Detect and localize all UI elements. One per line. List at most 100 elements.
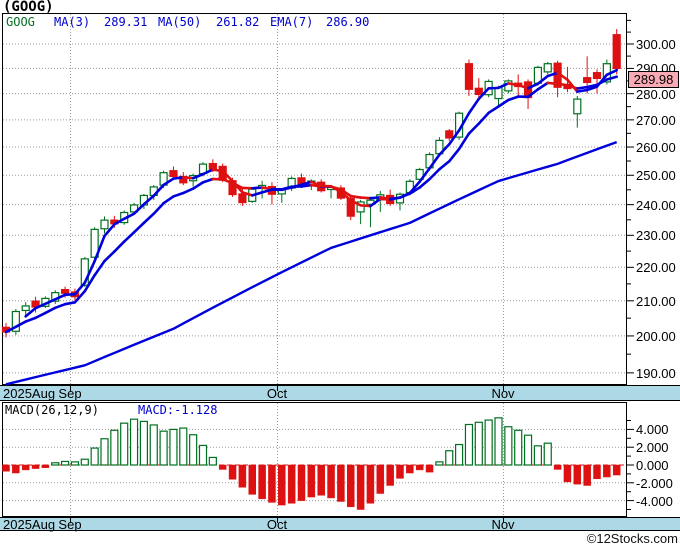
ema7-line: [250, 186, 264, 190]
ema7-line: [556, 82, 569, 87]
ema7-line: [24, 316, 37, 323]
ma3-line: [241, 191, 254, 197]
macd-bar-negative: [21, 464, 30, 471]
ema7-line: [447, 147, 461, 163]
ema7-line: [467, 122, 481, 135]
price-axis-label: 270.00: [636, 112, 676, 128]
ema7-line: [142, 212, 156, 225]
candle-down: [60, 288, 70, 294]
ma3-line: [122, 212, 136, 221]
macd-bar-positive: [504, 426, 513, 466]
macd-bar-negative: [278, 464, 286, 506]
ema7-line: [191, 181, 205, 190]
ema7-line: [162, 195, 175, 205]
ma3-line: [34, 302, 47, 310]
ema7-line: [457, 132, 471, 151]
ma3-line: [398, 191, 412, 199]
ma3-line: [142, 194, 156, 206]
ma3-line: [457, 111, 471, 132]
macd-bar-positive: [494, 417, 503, 466]
ma3-line: [526, 82, 540, 90]
ema7-line: [221, 178, 234, 185]
ema7-line: [201, 177, 215, 184]
price-axis-label: 220.00: [636, 260, 676, 276]
macd-bar-positive: [189, 434, 198, 466]
price-axis-label: 230.00: [636, 228, 676, 244]
ema7-line: [93, 259, 106, 277]
ma3-line: [447, 129, 461, 146]
ema7-line: [339, 188, 353, 198]
ema7-line: [34, 311, 47, 320]
macd-bar-negative: [337, 464, 345, 502]
ma3-line: [595, 73, 609, 88]
candle-up: [415, 168, 424, 180]
macd-bar-negative: [425, 464, 434, 473]
macd-bar-negative: [218, 464, 227, 470]
ma3-line: [290, 183, 303, 189]
macd-bar-negative: [31, 464, 40, 469]
legend-ma3-value: 289.31: [104, 15, 148, 29]
price-axis-label: 210.00: [636, 293, 676, 309]
candle-up: [21, 305, 30, 312]
macd-axis-label: -4.000: [636, 493, 673, 509]
candle-up: [543, 63, 552, 73]
ema7-line: [122, 230, 136, 243]
macd-bar-negative: [593, 464, 601, 480]
macd-bar-positive: [149, 424, 158, 466]
ma3-line: [467, 97, 481, 115]
x-axis-band-top: [0, 385, 680, 400]
candle-down: [474, 87, 483, 96]
candle-down: [583, 77, 592, 84]
ema7-line: [507, 95, 520, 102]
candle-up: [11, 310, 20, 332]
price-axis-label: 300.00: [636, 37, 676, 52]
macd-bar-positive: [464, 423, 474, 466]
macd-bar-positive: [169, 428, 178, 466]
ema7-line: [132, 221, 146, 234]
macd-bar-negative: [376, 464, 385, 494]
ma3-line: [162, 177, 175, 187]
macd-bar-positive: [80, 458, 89, 466]
ma3-line: [556, 71, 569, 82]
ema7-line: [73, 289, 87, 304]
ema7-line: [575, 85, 589, 90]
ma3-line: [418, 167, 431, 183]
month-label: Oct: [266, 386, 288, 401]
ma3-line: [497, 82, 510, 90]
macd-bar-positive: [90, 447, 99, 466]
legend-ma3-label: MA(3): [54, 15, 91, 29]
ema7-line: [103, 250, 116, 263]
ema7-line: [418, 177, 431, 189]
macd-bar-positive: [198, 444, 208, 466]
ema7-line: [83, 273, 96, 293]
ema7-line: [113, 240, 126, 253]
macd-bar-negative: [307, 464, 316, 498]
ema7-line: [526, 88, 540, 99]
macd-bar-positive: [474, 421, 483, 466]
ema7-line: [53, 302, 67, 310]
macd-bar-positive: [484, 419, 493, 466]
macd-bar-negative: [228, 464, 237, 480]
ema7-line: [536, 81, 550, 91]
legend-ma50-value: 261.82: [216, 15, 260, 29]
ma3-line: [369, 197, 382, 208]
macd-bar-positive: [110, 429, 119, 466]
month-label: Sep: [58, 517, 82, 532]
ema7-line: [477, 111, 490, 125]
macd-bar-positive: [129, 418, 139, 466]
ma3-line: [93, 234, 106, 263]
macd-bar-negative: [248, 464, 256, 495]
macd-bar-negative: [2, 464, 10, 472]
ma3-line: [191, 172, 205, 180]
macd-bar-positive: [100, 438, 109, 466]
ma3-line: [487, 86, 500, 90]
price-plot-box: [2, 13, 627, 385]
macd-bar-negative: [268, 464, 276, 503]
ma3-line: [231, 179, 244, 194]
ma3-line: [73, 281, 87, 296]
macd-bar-negative: [406, 464, 414, 474]
candle-down: [238, 193, 247, 204]
price-axis-label: 190.00: [636, 365, 676, 381]
